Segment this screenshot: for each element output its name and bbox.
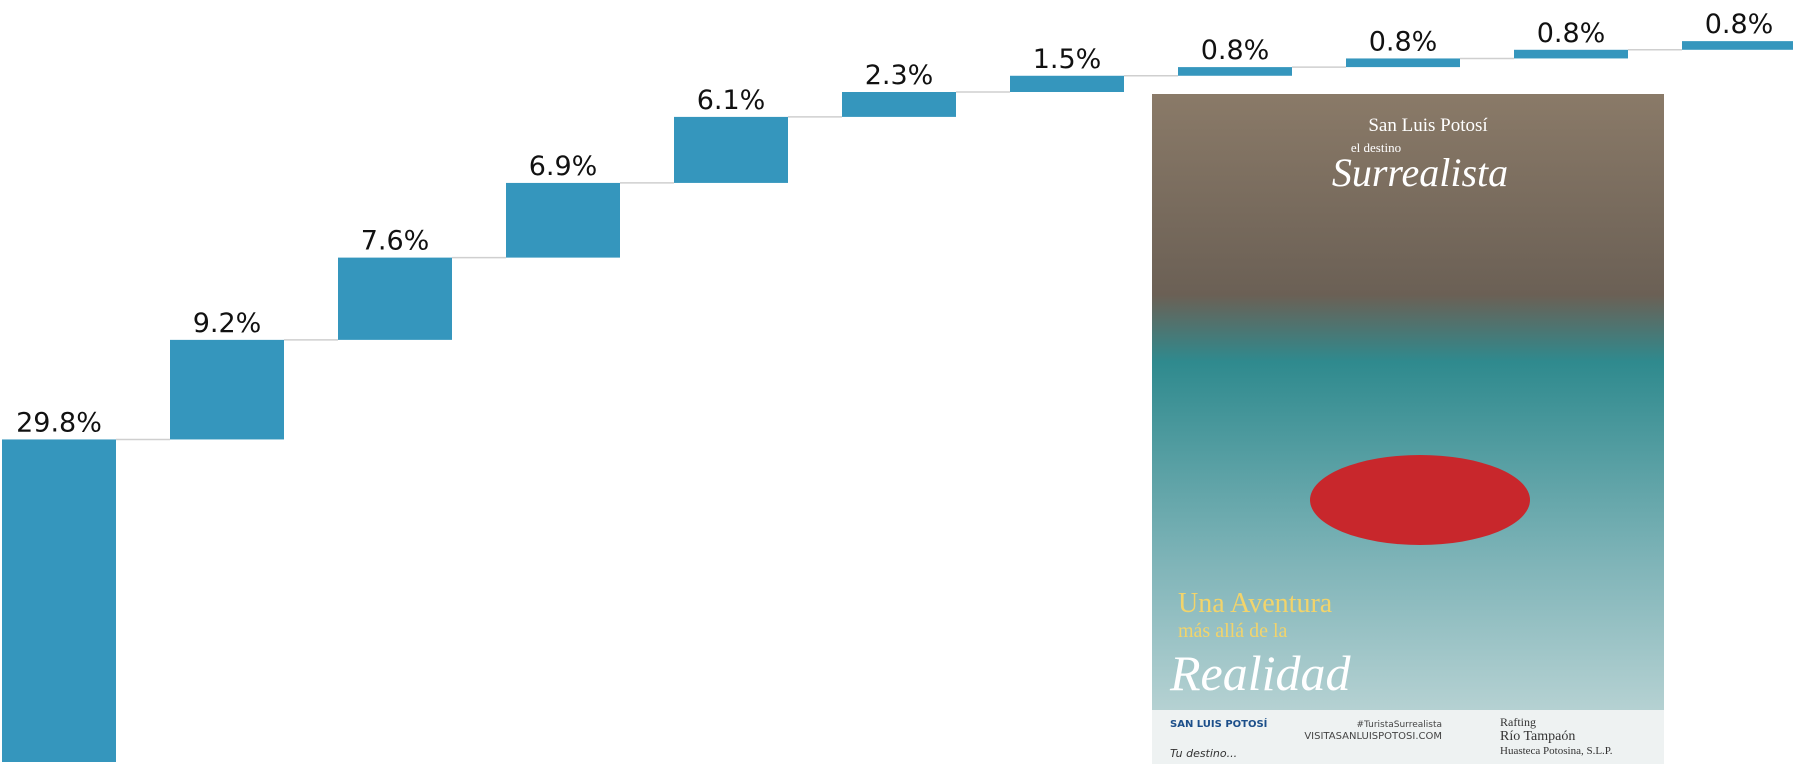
data-label: 0.8%: [1705, 9, 1774, 40]
data-label: 0.8%: [1369, 26, 1438, 57]
raft: [1310, 455, 1530, 545]
data-label: 6.9%: [529, 151, 598, 182]
poster-slogan: Surrealista: [1332, 150, 1508, 195]
bar: [1010, 76, 1124, 92]
poster-activity: Rafting: [1500, 715, 1536, 729]
bar: [1178, 67, 1292, 76]
bar: [1682, 41, 1793, 50]
bar: [1514, 50, 1628, 59]
data-label: 7.6%: [361, 226, 430, 257]
data-label: 2.3%: [865, 60, 934, 91]
bar: [338, 258, 452, 340]
poster-area: Huasteca Potosina, S.L.P.: [1500, 745, 1613, 757]
bar: [170, 340, 284, 440]
data-label: 29.8%: [16, 407, 102, 438]
bar: [2, 439, 116, 762]
poster-hashtag: #TuristaSurrealista: [1356, 720, 1442, 730]
data-label: 0.8%: [1201, 35, 1270, 66]
poster-place: Río Tampaón: [1500, 729, 1575, 744]
data-label: 9.2%: [193, 308, 262, 339]
poster-headline: Realidad: [1169, 645, 1352, 701]
bar: [674, 117, 788, 183]
data-label: 1.5%: [1033, 44, 1102, 75]
poster: San Luis Potosí el destino Surrealista U…: [1152, 94, 1664, 764]
bar: [1346, 58, 1460, 67]
poster-logo-tagline: Tu destino...: [1170, 747, 1237, 760]
bar: [842, 92, 956, 117]
data-label: 0.8%: [1537, 18, 1606, 49]
poster-headline: Una Aventura: [1178, 588, 1333, 619]
poster-website: VISITASANLUISPOTOSI.COM: [1304, 731, 1442, 742]
data-label: 6.1%: [697, 85, 766, 116]
poster-logo: SAN LUIS POTOSÍ: [1170, 717, 1268, 730]
bar: [506, 183, 620, 258]
poster-headline: más allá de la: [1178, 620, 1288, 642]
poster-region: San Luis Potosí: [1368, 115, 1488, 136]
chart: 29.8% 9.2% 7.6% 6.9% 6.1% 2.3% 1.5% 0.8% 0.8% 0.8…: [0, 0, 1793, 764]
